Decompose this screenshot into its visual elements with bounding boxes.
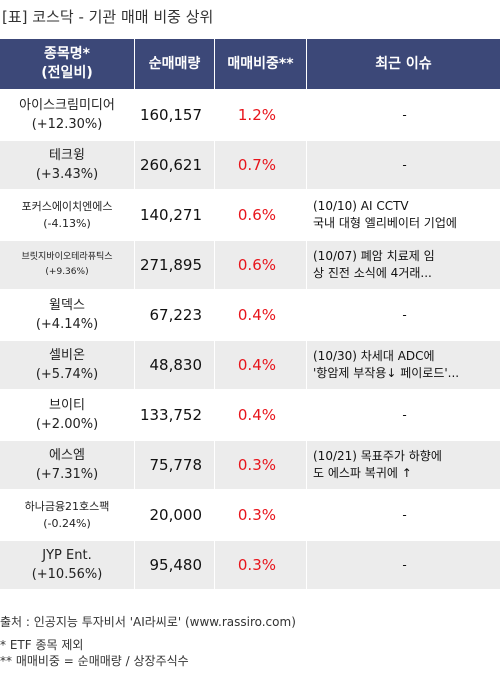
trade-ratio: 0.4%	[215, 291, 307, 339]
recent-issue: (10/30) 차세대 ADC에 '항암제 부작용↓ 페이로드'...	[307, 341, 500, 389]
trade-ratio: 0.3%	[215, 541, 307, 589]
source-note: 출처 : 인공지능 투자비서 'AI라씨로' (www.rassiro.com)	[0, 615, 296, 629]
net-volume: 75,778	[135, 441, 215, 489]
net-volume: 67,223	[135, 291, 215, 339]
stock-name-cell: 윌덱스 (+4.14%)	[0, 291, 135, 339]
table-row: 하나금융21호스팩 (-0.24%) 20,000 0.3% -	[0, 491, 500, 539]
header-stock-name-line1: 종목명*	[44, 46, 90, 62]
recent-issue: -	[307, 141, 500, 189]
recent-issue: -	[307, 541, 500, 589]
trade-ratio: 0.3%	[215, 491, 307, 539]
issue-line-1: (10/07) 폐암 치료제 임	[313, 249, 435, 263]
trade-ratio: 0.4%	[215, 341, 307, 389]
net-volume: 48,830	[135, 341, 215, 389]
stock-name-cell: 브이티 (+2.00%)	[0, 391, 135, 439]
trade-ratio: 0.6%	[215, 191, 307, 239]
net-volume: 20,000	[135, 491, 215, 539]
issue-line-1: (10/30) 차세대 ADC에	[313, 349, 435, 363]
stock-name: 셀비온	[49, 348, 85, 363]
header-recent-issue: 최근 이슈	[307, 39, 500, 89]
issue-line-1: -	[402, 407, 407, 422]
stock-name: 포커스에이치엔에스	[21, 200, 113, 213]
header-stock-name: 종목명* (전일비)	[0, 39, 135, 89]
recent-issue: -	[307, 391, 500, 439]
net-volume: 140,271	[135, 191, 215, 239]
table-row: JYP Ent. (+10.56%) 95,480 0.3% -	[0, 541, 500, 589]
table-row: 윌덱스 (+4.14%) 67,223 0.4% -	[0, 291, 500, 339]
stock-name: 에스엠	[49, 448, 85, 463]
price-change: (+4.14%)	[35, 317, 99, 332]
net-volume: 133,752	[135, 391, 215, 439]
issue-line-2: 국내 대형 엘리베이터 기업에	[313, 216, 457, 230]
table-row: 아이스크림미디어 (+12.30%) 160,157 1.2% -	[0, 91, 500, 139]
stock-name-cell: 포커스에이치엔에스 (-4.13%)	[0, 191, 135, 239]
trade-ratio: 0.4%	[215, 391, 307, 439]
trade-ratio: 0.3%	[215, 441, 307, 489]
issue-line-1: -	[402, 507, 407, 522]
stock-name: 아이스크림미디어	[19, 98, 115, 113]
trade-ratio: 1.2%	[215, 91, 307, 139]
price-change: (+10.56%)	[31, 567, 103, 582]
stock-name: JYP Ent.	[42, 548, 92, 563]
stock-name-cell: 하나금융21호스팩 (-0.24%)	[0, 491, 135, 539]
table-header-row: 종목명* (전일비) 순매매량 매매비중** 최근 이슈	[0, 39, 500, 89]
stock-name-cell: JYP Ent. (+10.56%)	[0, 541, 135, 589]
stock-name: 테크윙	[49, 148, 85, 163]
net-volume: 260,621	[135, 141, 215, 189]
recent-issue: (10/10) AI CCTV 국내 대형 엘리베이터 기업에	[307, 191, 500, 239]
price-change: (+12.30%)	[31, 117, 103, 132]
stock-name: 하나금융21호스팩	[24, 500, 110, 513]
price-change: (+2.00%)	[35, 417, 99, 432]
issue-line-2: 상 진전 소식에 4거래...	[313, 266, 432, 280]
issue-line-1: -	[402, 107, 407, 122]
net-volume: 160,157	[135, 91, 215, 139]
stock-name: 윌덱스	[49, 298, 85, 313]
net-volume: 95,480	[135, 541, 215, 589]
recent-issue: -	[307, 291, 500, 339]
price-change: (+5.74%)	[35, 367, 99, 382]
stock-name: 브이티	[49, 398, 85, 413]
issue-line-1: -	[402, 307, 407, 322]
issue-line-2: '항암제 부작용↓ 페이로드'...	[313, 366, 460, 380]
issue-line-2: 도 에스파 복귀에 ↑	[313, 466, 412, 480]
stock-name-cell: 에스엠 (+7.31%)	[0, 441, 135, 489]
trade-ratio: 0.6%	[215, 241, 307, 289]
table-row: 셀비온 (+5.74%) 48,830 0.4% (10/30) 차세대 ADC에 '항암…	[0, 341, 500, 389]
table-row: 포커스에이치엔에스 (-4.13%) 140,271 0.6% (10/10) AI C…	[0, 191, 500, 239]
price-change: (-4.13%)	[43, 217, 91, 230]
etf-exclusion-note: * ETF 종목 제외	[0, 638, 84, 652]
page-title: [표] 코스닥 - 기관 매매 비중 상위	[2, 8, 214, 26]
trade-ratio-definition-note: ** 매매비중 = 순매매량 / 상장주식수	[0, 654, 189, 668]
header-net-volume: 순매매량	[135, 39, 215, 89]
trade-ratio: 0.7%	[215, 141, 307, 189]
institution-trading-table: 종목명* (전일비) 순매매량 매매비중** 최근 이슈 아이스크림미디어 (+1…	[0, 37, 500, 591]
stock-name: 브릿지바이오테라퓨틱스	[21, 252, 113, 262]
stock-name-cell: 브릿지바이오테라퓨틱스 (+9.36%)	[0, 241, 135, 289]
header-stock-name-line2: (전일비)	[41, 65, 93, 81]
price-change: (-0.24%)	[43, 517, 91, 530]
stock-name-cell: 아이스크림미디어 (+12.30%)	[0, 91, 135, 139]
price-change: (+7.31%)	[35, 467, 99, 482]
issue-line-1: (10/10) AI CCTV	[313, 199, 409, 213]
issue-line-1: (10/21) 목표주가 하향에	[313, 449, 442, 463]
stock-name-cell: 테크윙 (+3.43%)	[0, 141, 135, 189]
recent-issue: -	[307, 91, 500, 139]
net-volume: 271,895	[135, 241, 215, 289]
table-row: 에스엠 (+7.31%) 75,778 0.3% (10/21) 목표주가 하향에 도 에…	[0, 441, 500, 489]
header-trade-ratio: 매매비중**	[215, 39, 307, 89]
issue-line-1: -	[402, 157, 407, 172]
table-row: 브이티 (+2.00%) 133,752 0.4% -	[0, 391, 500, 439]
price-change: (+3.43%)	[35, 167, 99, 182]
stock-name-cell: 셀비온 (+5.74%)	[0, 341, 135, 389]
price-change: (+9.36%)	[45, 267, 89, 277]
issue-line-1: -	[402, 557, 407, 572]
table-row: 브릿지바이오테라퓨틱스 (+9.36%) 271,895 0.6% (10/07) 폐암…	[0, 241, 500, 289]
table-row: 테크윙 (+3.43%) 260,621 0.7% -	[0, 141, 500, 189]
recent-issue: -	[307, 491, 500, 539]
